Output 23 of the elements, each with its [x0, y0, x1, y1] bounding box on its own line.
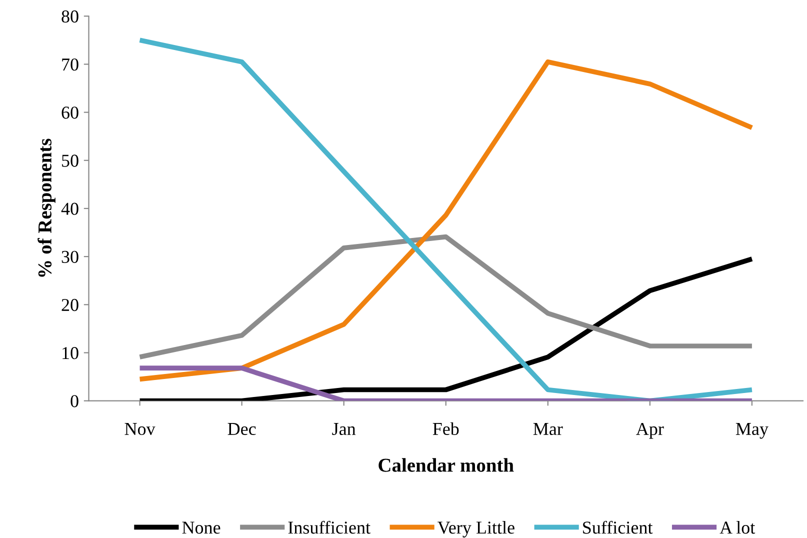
x-tick-label: Dec — [228, 423, 256, 436]
x-tick-label: Nov — [124, 423, 156, 436]
y-tick-label: 0 — [70, 395, 78, 408]
y-tick-label: 70 — [62, 58, 78, 71]
x-tick-label: Jan — [332, 423, 356, 436]
legend-label: None — [182, 522, 220, 534]
x-tick-label: Feb — [432, 422, 459, 436]
y-tick-label: 50 — [62, 154, 78, 167]
legend-label: A lot — [720, 521, 756, 534]
x-tick-label: Apr — [636, 422, 664, 439]
legend-label: Sufficient — [583, 520, 653, 534]
x-tick-label: Mar — [533, 423, 563, 436]
legend-label: Insufficient — [288, 520, 370, 534]
x-tick-label: May — [736, 422, 768, 439]
y-tick-label: 20 — [62, 298, 78, 312]
x-axis-title: Calendar month — [378, 458, 514, 472]
y-tick-label: 80 — [62, 10, 78, 23]
legend-label: Very Little — [438, 521, 514, 538]
y-tick-label: 60 — [62, 106, 78, 119]
y-tick-label: 30 — [62, 250, 78, 263]
y-tick-label: 10 — [62, 346, 78, 360]
y-axis-title: % of Responents — [38, 138, 56, 277]
y-tick-label: 40 — [61, 202, 78, 215]
